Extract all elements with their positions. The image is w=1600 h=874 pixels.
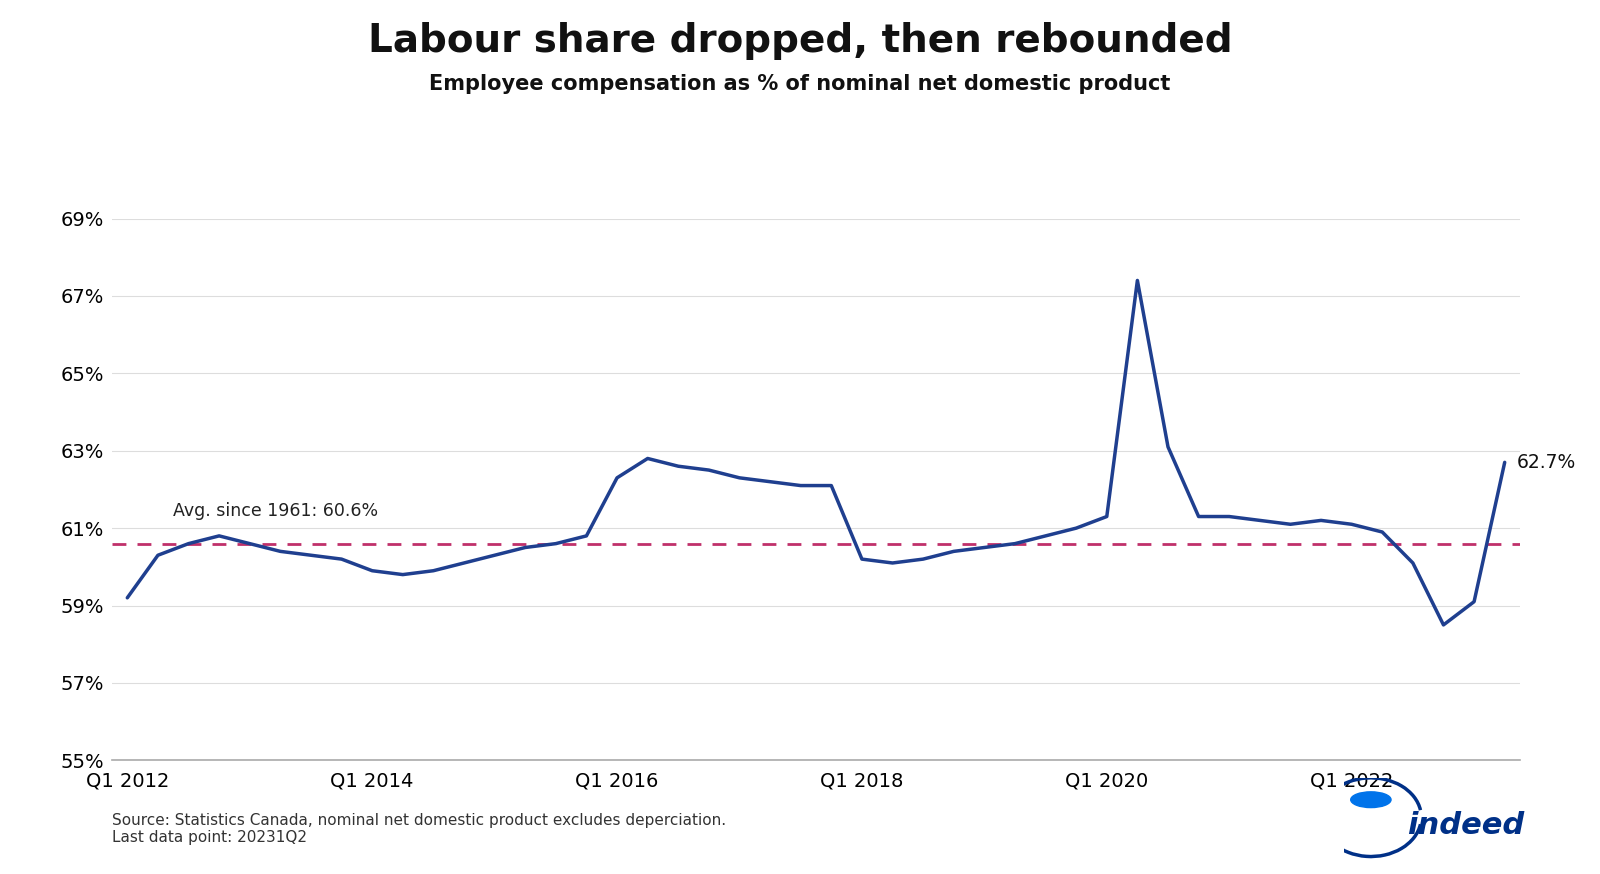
- Text: Employee compensation as % of nominal net domestic product: Employee compensation as % of nominal ne…: [429, 74, 1171, 94]
- Circle shape: [1350, 792, 1390, 808]
- Text: Avg. since 1961: 60.6%: Avg. since 1961: 60.6%: [173, 503, 378, 520]
- Text: 62.7%: 62.7%: [1517, 453, 1576, 472]
- Text: indeed: indeed: [1406, 811, 1523, 841]
- Text: Source: Statistics Canada, nominal net domestic product excludes deperciation.
L: Source: Statistics Canada, nominal net d…: [112, 813, 726, 845]
- Text: Labour share dropped, then rebounded: Labour share dropped, then rebounded: [368, 22, 1232, 59]
